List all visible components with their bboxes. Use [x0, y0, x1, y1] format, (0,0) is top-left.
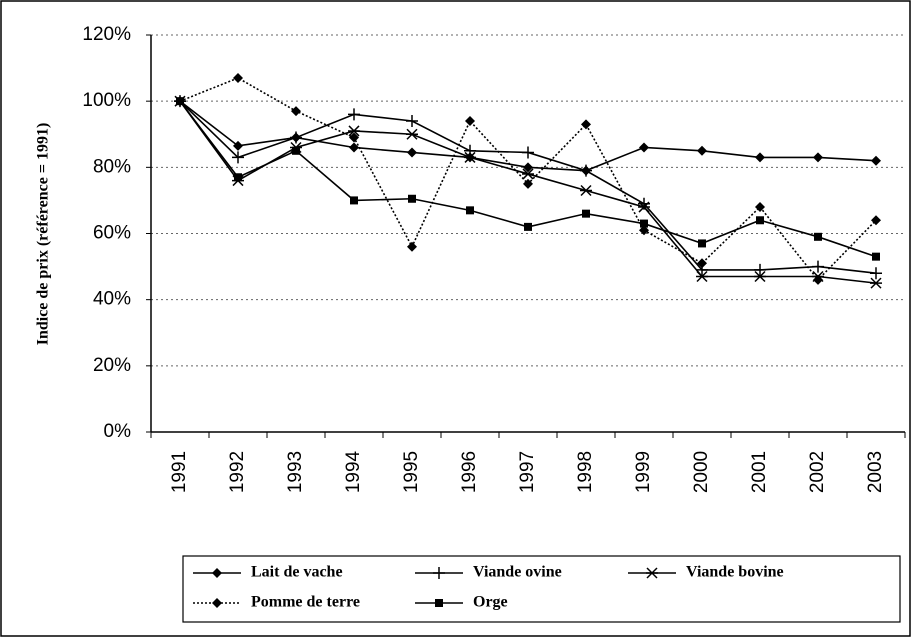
- x-tick-label: 1999: [633, 451, 654, 493]
- legend-label: Lait de vache: [251, 564, 343, 581]
- x-tick-label: 1994: [343, 450, 364, 493]
- marker: [523, 178, 533, 189]
- x-tick-label: 1996: [459, 451, 480, 493]
- marker: [524, 222, 532, 231]
- x-tick-label: 2000: [691, 451, 712, 493]
- marker: [435, 599, 443, 607]
- marker: [348, 108, 360, 121]
- marker: [350, 196, 358, 205]
- marker: [871, 215, 881, 226]
- marker: [349, 142, 359, 153]
- legend-box: [182, 555, 901, 623]
- y-axis-label: Indice de prix (référence = 1991): [35, 123, 52, 346]
- marker: [580, 184, 592, 197]
- x-tick-label: 1997: [517, 451, 538, 493]
- marker: [433, 567, 445, 579]
- marker: [466, 206, 474, 215]
- marker: [870, 277, 882, 289]
- legend-label: Viande ovine: [473, 564, 562, 581]
- marker: [756, 216, 764, 225]
- marker: [870, 267, 882, 280]
- marker: [233, 73, 243, 84]
- marker: [755, 152, 765, 163]
- marker: [698, 239, 706, 248]
- marker: [408, 194, 416, 203]
- x-tick-label: 1991: [169, 451, 190, 493]
- y-tick-label: 20%: [93, 355, 131, 376]
- marker: [212, 598, 222, 608]
- marker: [522, 146, 534, 159]
- marker: [813, 274, 823, 285]
- marker: [234, 173, 242, 182]
- marker: [812, 260, 824, 273]
- marker: [406, 115, 418, 128]
- legend-label: Orge: [473, 594, 508, 611]
- marker: [292, 146, 300, 155]
- x-tick-label: 1995: [401, 451, 422, 493]
- y-tick-label: 120%: [82, 24, 131, 45]
- marker: [464, 151, 476, 163]
- x-tick-label: 1993: [285, 451, 306, 493]
- y-tick-label: 100%: [82, 90, 131, 111]
- marker: [232, 151, 244, 164]
- marker: [406, 128, 418, 140]
- marker: [696, 270, 708, 283]
- marker: [290, 131, 302, 144]
- marker: [212, 568, 222, 578]
- marker: [813, 152, 823, 163]
- y-tick-label: 60%: [93, 223, 131, 244]
- x-tick-label: 2003: [865, 451, 886, 493]
- x-tick-label: 1998: [575, 451, 596, 493]
- x-tick-label: 2001: [749, 451, 770, 493]
- marker: [697, 145, 707, 156]
- marker: [523, 162, 533, 173]
- marker: [349, 132, 359, 143]
- marker: [580, 164, 592, 177]
- marker: [522, 168, 534, 180]
- marker: [465, 116, 475, 127]
- marker: [581, 119, 591, 130]
- x-tick-label: 2002: [807, 451, 828, 493]
- x-tick-label: 1992: [227, 451, 248, 493]
- marker: [639, 225, 649, 236]
- marker: [233, 140, 243, 151]
- y-tick-label: 40%: [93, 289, 131, 310]
- marker: [176, 97, 184, 106]
- y-tick-label: 80%: [93, 156, 131, 177]
- marker: [814, 232, 822, 241]
- marker: [291, 106, 301, 117]
- marker: [407, 147, 417, 158]
- marker: [871, 155, 881, 166]
- legend-label: Pomme de terre: [251, 594, 360, 611]
- legend-label: Viande bovine: [686, 564, 784, 581]
- marker: [754, 263, 766, 276]
- marker: [640, 219, 648, 228]
- marker: [697, 258, 707, 269]
- marker: [646, 567, 658, 579]
- marker: [464, 144, 476, 157]
- marker: [407, 241, 417, 252]
- marker: [754, 270, 766, 283]
- marker: [348, 125, 360, 137]
- y-tick-label: 0%: [104, 421, 132, 442]
- marker: [639, 142, 649, 153]
- marker: [582, 209, 590, 218]
- marker: [638, 201, 650, 213]
- marker: [755, 202, 765, 213]
- marker: [872, 252, 880, 261]
